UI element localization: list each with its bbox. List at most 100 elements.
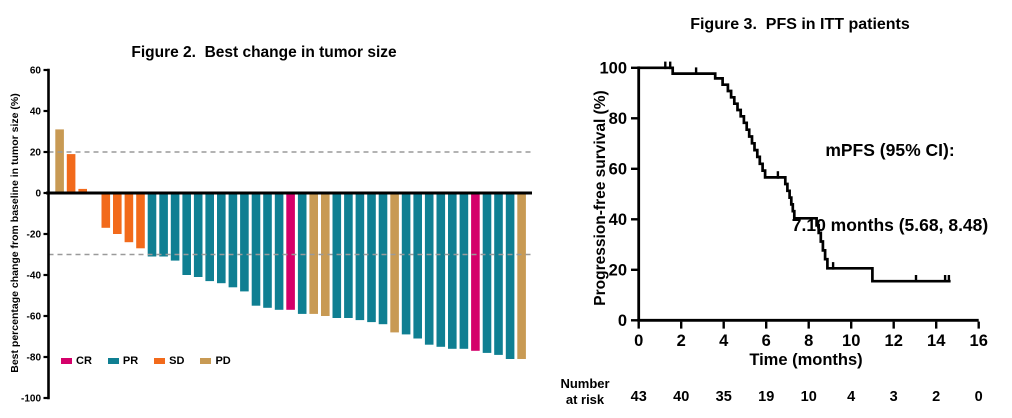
bar-pr xyxy=(193,193,203,277)
bar-pd xyxy=(321,193,330,316)
y-tick-label: 0 xyxy=(618,312,627,330)
legend-entry-pr: PR xyxy=(107,355,139,367)
mpfs-annotation-line1: mPFS (95% CI): xyxy=(825,140,955,160)
bar-pr xyxy=(182,193,191,275)
bar-cr xyxy=(471,193,480,351)
bar-pr xyxy=(263,193,272,308)
y-tick-label: -60 xyxy=(27,312,42,323)
figure-3-title: Figure 3. PFS in ITT patients xyxy=(690,16,910,33)
bar-sd xyxy=(124,193,134,243)
bar-pr xyxy=(240,193,249,292)
x-tick-label: 14 xyxy=(927,332,946,350)
bar-pr xyxy=(159,193,168,257)
risk-value: 10 xyxy=(801,389,817,405)
risk-value: 0 xyxy=(975,389,983,405)
bar-pr xyxy=(355,193,365,321)
number-at-risk-label-line1: Number xyxy=(560,376,610,391)
bar-pr xyxy=(344,193,353,318)
figure-2-legend: CR PR SD PD xyxy=(61,355,231,367)
bar-pr xyxy=(274,193,284,310)
number-at-risk-label-line2: at risk xyxy=(565,392,605,407)
bar-cr xyxy=(286,193,295,310)
bar-pr xyxy=(297,193,307,314)
bar-pr xyxy=(367,193,376,323)
legend-label: PD xyxy=(215,355,231,367)
x-tick-label: 6 xyxy=(762,332,771,350)
bar-pr xyxy=(251,193,261,306)
x-tick-label: 0 xyxy=(634,332,643,350)
bar-pr xyxy=(147,193,157,257)
risk-value: 3 xyxy=(890,389,898,405)
risk-value: 43 xyxy=(631,389,647,405)
bar-pr xyxy=(482,193,492,353)
mpfs-annotation-line2: 7.10 months (5.68, 8.48) xyxy=(791,215,989,235)
bar-pr xyxy=(332,193,342,318)
bar-pr xyxy=(505,193,515,359)
bar-pd xyxy=(517,193,526,359)
bar-pd xyxy=(55,129,64,193)
x-tick-label: 2 xyxy=(677,332,686,350)
legend-label: SD xyxy=(169,355,185,367)
y-tick-label: -100 xyxy=(21,394,41,405)
legend-swatch-pd xyxy=(200,358,212,364)
x-tick-label: 16 xyxy=(970,332,988,350)
risk-value: 2 xyxy=(932,389,940,405)
bar-pd xyxy=(309,193,318,314)
bar-sd xyxy=(113,193,122,234)
bar-pr xyxy=(459,193,469,349)
figure-2-title: Figure 2. Best change in tumor size xyxy=(131,44,397,61)
bar-pr xyxy=(205,193,214,282)
bar-pr xyxy=(413,193,422,339)
y-tick-label: 20 xyxy=(609,261,627,279)
km-curve xyxy=(638,66,951,283)
figure-3-x-axis-label: Time (months) xyxy=(749,351,863,369)
y-tick-label: 20 xyxy=(30,148,42,159)
y-tick-label: 0 xyxy=(35,189,41,200)
mpfs-annotation: mPFS (95% CI): 7.10 months (5.68, 8.48) xyxy=(740,88,1012,288)
y-tick-label: 80 xyxy=(609,110,627,128)
y-tick-label: -20 xyxy=(27,230,42,241)
bar-pr xyxy=(424,193,434,345)
risk-value: 35 xyxy=(716,389,732,405)
legend-label: CR xyxy=(76,355,92,367)
x-tick-label: 4 xyxy=(719,332,729,350)
waterfall-plot-area: 60 40 20 0 -20 -40 -60 -80 -100 xyxy=(21,66,532,405)
legend-entry-pd: PD xyxy=(200,355,231,367)
x-tick-label: 10 xyxy=(842,332,860,350)
bar-pr xyxy=(494,193,503,355)
legend-entry-cr: CR xyxy=(61,355,92,367)
y-tick-label: 60 xyxy=(609,160,627,178)
y-tick-label: 40 xyxy=(30,107,42,118)
y-tick-label: -80 xyxy=(27,353,42,364)
bar-pr xyxy=(401,193,411,335)
y-tick-label: 60 xyxy=(30,66,42,77)
risk-value: 19 xyxy=(758,389,774,405)
bar-pd xyxy=(390,193,399,333)
legend-swatch-sd xyxy=(154,358,166,364)
y-tick-label: -40 xyxy=(27,271,42,282)
number-at-risk-label: Number at risk xyxy=(554,376,616,408)
bar-sd xyxy=(136,193,145,249)
bar-pr xyxy=(448,193,457,349)
bar-sd xyxy=(101,193,111,228)
y-tick-label: 100 xyxy=(599,59,627,77)
legend-entry-sd: SD xyxy=(154,355,184,367)
bar-pr xyxy=(436,193,446,347)
bar-sd xyxy=(78,188,87,193)
km-plot-area: 0 43 2 40 4 35 6 19 8 10 10 4 12 3 14 2 16 0 100 80 60 40 20 0 xyxy=(599,59,988,405)
y-tick-label: 40 xyxy=(609,211,627,229)
bar-pr xyxy=(170,193,180,261)
legend-swatch-pr xyxy=(107,358,119,364)
bar-sd xyxy=(66,154,76,193)
legend-swatch-cr xyxy=(61,358,72,364)
waterfall-bars xyxy=(55,129,526,359)
legend-label: PR xyxy=(122,355,139,367)
risk-value: 40 xyxy=(673,389,689,405)
x-tick-label: 12 xyxy=(885,332,903,350)
risk-value: 4 xyxy=(847,389,855,405)
x-tick-label: 8 xyxy=(804,332,813,350)
bar-pr xyxy=(217,193,226,284)
